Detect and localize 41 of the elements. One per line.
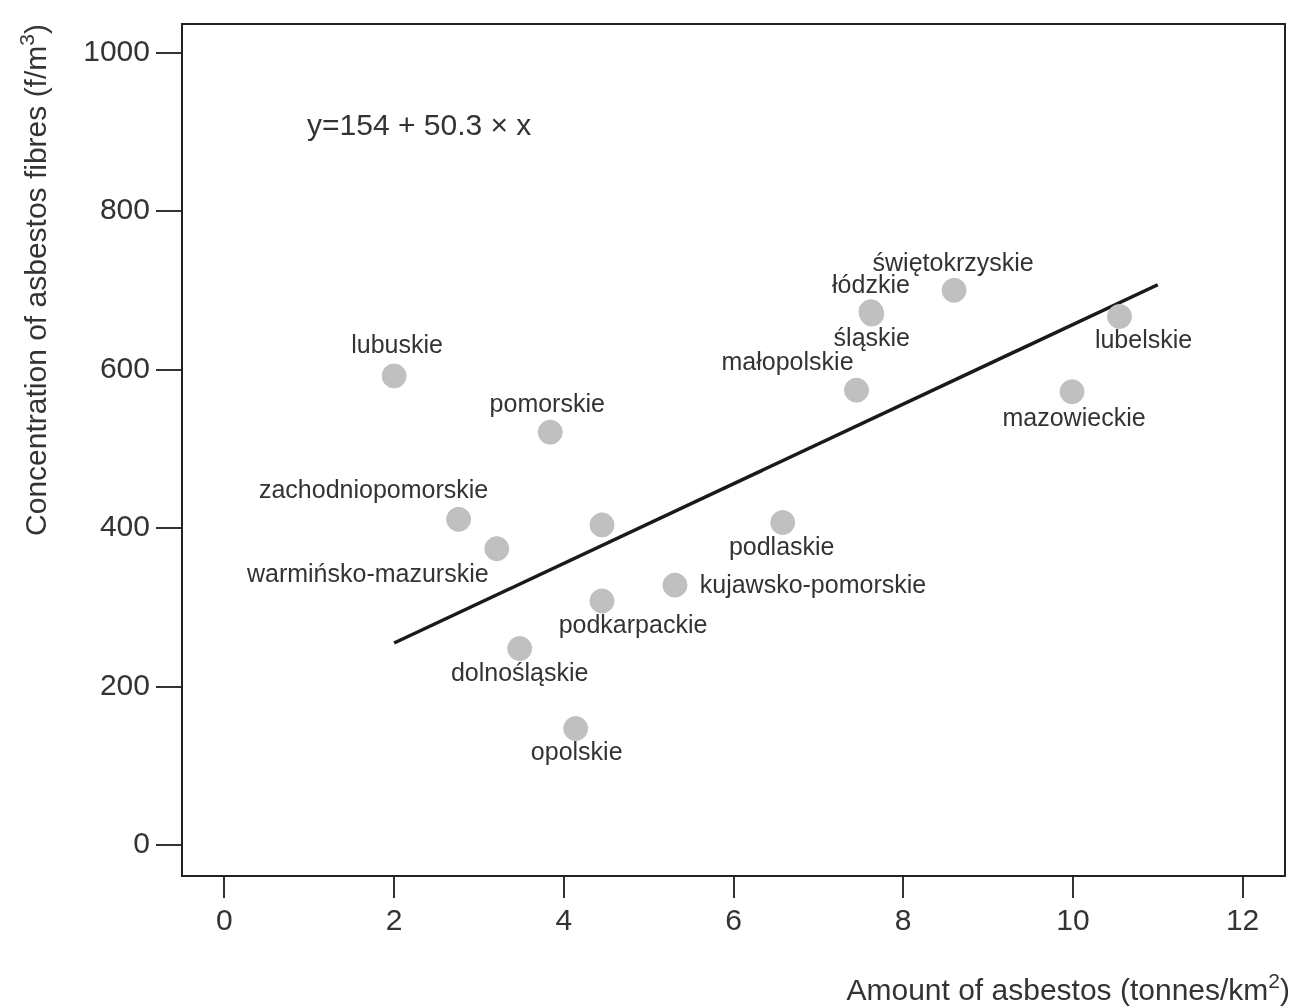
x-tick-label: 2 [385, 903, 403, 937]
y-tick-label: 400 [99, 509, 150, 543]
annotation: lubuskie [351, 329, 443, 358]
point [563, 716, 589, 742]
annotation: podlaskie [728, 532, 835, 561]
point [770, 510, 796, 536]
y-tick-label: 0 [133, 826, 150, 860]
point [507, 636, 533, 662]
annotation: pomorskie [489, 389, 605, 418]
annotation: świętokrzyskie [872, 248, 1034, 277]
annotation: zachodniopomorskie [258, 475, 489, 504]
point [537, 419, 563, 445]
y-tick-label: 200 [99, 667, 150, 701]
annotation: warmińsko-mazurskie [245, 558, 489, 587]
x-tick-label: 10 [1056, 903, 1090, 937]
x-tick-label: 8 [894, 903, 912, 937]
point [381, 363, 407, 389]
annotation: podkarpackie [558, 609, 708, 638]
point [589, 512, 615, 538]
annotation: dolnośląskie [450, 658, 589, 687]
y-tick-label: 1000 [83, 33, 150, 67]
x-tick-label: 0 [216, 903, 233, 937]
x-tick-label: 6 [725, 903, 742, 937]
annotation: y=154 + 50.3 × x [307, 108, 532, 142]
point [589, 588, 615, 614]
annotation: lubelskie [1094, 325, 1193, 354]
point [662, 572, 688, 598]
point [1059, 379, 1085, 405]
point [941, 277, 967, 303]
y-axis-title: Concentration of asbestos fibres (f/m3) [15, 24, 52, 536]
x-tick-label: 4 [555, 903, 573, 937]
x-tick-label: 12 [1225, 903, 1260, 937]
annotation: kujawsko-pomorskie [699, 570, 927, 599]
annotation: opolskie [530, 737, 623, 766]
point [1107, 303, 1133, 329]
y-tick-label: 800 [99, 192, 150, 226]
point [484, 536, 510, 562]
y-tick-label: 600 [99, 350, 150, 384]
point [446, 506, 472, 532]
point [844, 377, 870, 403]
annotation: mazowieckie [1002, 402, 1146, 431]
